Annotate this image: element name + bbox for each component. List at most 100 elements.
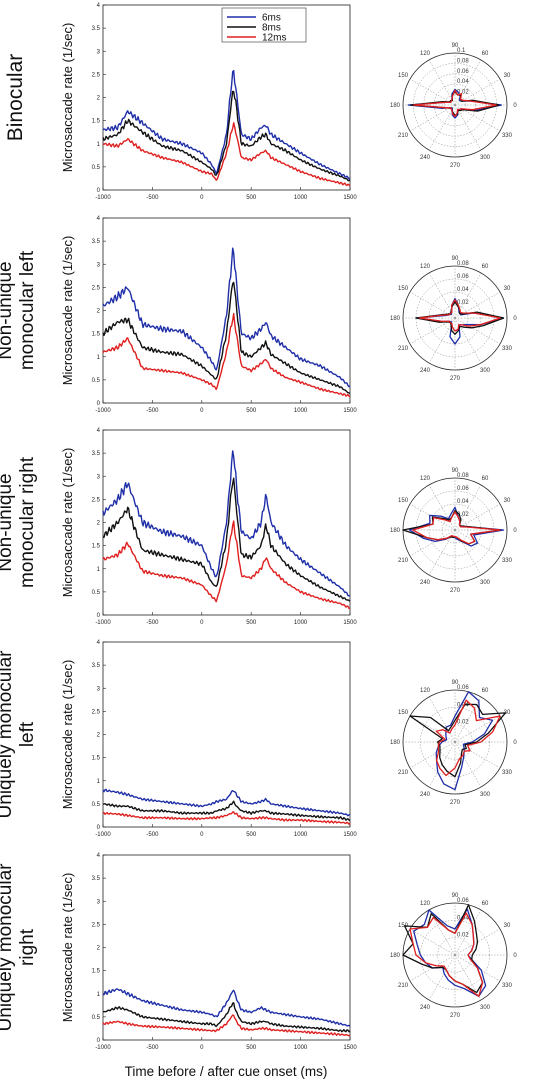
polar-angle-label: 30 bbox=[504, 923, 511, 929]
series-line-12ms bbox=[102, 312, 351, 398]
polar-angle-label: 90 bbox=[452, 893, 459, 899]
x-tick-label: 1500 bbox=[343, 408, 357, 414]
polar-spoke bbox=[428, 741, 456, 788]
polar-angle-label: 210 bbox=[398, 770, 409, 776]
polar-spoke bbox=[454, 317, 482, 364]
polar-angle-label: 0 bbox=[513, 528, 517, 534]
polar-angle-label: 300 bbox=[480, 792, 491, 798]
y-tick-label: 1.5 bbox=[92, 332, 101, 338]
y-tick-label: 2.5 bbox=[92, 922, 101, 928]
x-tick-label: 1500 bbox=[343, 1045, 357, 1051]
polar-angle-label: 120 bbox=[420, 688, 431, 694]
polar-angle-label: 30 bbox=[504, 498, 511, 504]
polar-angle-label: 330 bbox=[502, 558, 513, 564]
polar-spoke bbox=[409, 741, 456, 769]
polar-angle-label: 270 bbox=[450, 1013, 461, 1019]
polar-spoke bbox=[454, 909, 482, 956]
polar-angle-label: 150 bbox=[398, 73, 409, 79]
polar-angle-label: 240 bbox=[420, 1005, 431, 1011]
x-tick-label: -500 bbox=[146, 832, 159, 838]
polar-spoke bbox=[454, 529, 482, 576]
polar-angle-label: 90 bbox=[452, 680, 459, 686]
row-label: right bbox=[17, 928, 38, 966]
y-tick-label: 0 bbox=[97, 1038, 101, 1044]
panel-2: Non-unique monocular left Microsaccade rat… bbox=[0, 216, 517, 414]
polar-plot: 0.020.040.060306090120150180210240270300… bbox=[390, 680, 517, 806]
polar-angle-label: 210 bbox=[398, 558, 409, 564]
polar-spoke bbox=[409, 317, 456, 345]
polar-r-tick: 0.02 bbox=[457, 90, 469, 96]
y-tick-label: 2 bbox=[97, 733, 101, 739]
polar-spoke bbox=[409, 715, 456, 743]
polar-series-12ms bbox=[418, 299, 501, 332]
x-tick-label: 0 bbox=[200, 620, 204, 626]
polar-spoke bbox=[454, 291, 501, 319]
y-tick-label: 3.5 bbox=[92, 663, 101, 669]
y-tick-label: 1 bbox=[97, 355, 101, 361]
y-tick-label: 1.5 bbox=[92, 756, 101, 762]
y-tick-label: 0 bbox=[97, 188, 101, 194]
polar-angle-label: 150 bbox=[398, 286, 409, 292]
y-tick-label: 4 bbox=[97, 428, 101, 434]
y-tick-label: 0.5 bbox=[92, 1015, 101, 1021]
x-tick-label: 500 bbox=[246, 620, 257, 626]
y-axis-label: Microsaccade rate (1/sec) bbox=[60, 236, 75, 386]
polar-spoke bbox=[428, 317, 456, 364]
polar-angle-label: 90 bbox=[452, 43, 459, 49]
polar-angle-label: 270 bbox=[450, 376, 461, 382]
y-tick-label: 3 bbox=[97, 686, 101, 692]
polar-r-tick: 0.08 bbox=[457, 261, 469, 267]
y-tick-label: 0.5 bbox=[92, 590, 101, 596]
polar-angle-label: 30 bbox=[504, 286, 511, 292]
polar-spoke bbox=[454, 272, 482, 319]
series-line-12ms bbox=[102, 811, 351, 825]
polar-angle-label: 150 bbox=[398, 710, 409, 716]
x-tick-label: 1000 bbox=[294, 832, 308, 838]
y-tick-label: 2.5 bbox=[92, 285, 101, 291]
polar-r-tick: 0.06 bbox=[457, 486, 469, 492]
polar-angle-label: 60 bbox=[482, 264, 489, 270]
y-tick-label: 3.5 bbox=[92, 26, 101, 32]
x-tick-label: -500 bbox=[146, 195, 159, 201]
polar-spoke bbox=[454, 503, 501, 531]
polar-plot: 0.02 0.04 0.06 0.08 0 30 60 90 120 150 180 210 240 27… bbox=[390, 468, 517, 594]
polar-spoke bbox=[454, 104, 482, 151]
y-tick-label: 1 bbox=[97, 142, 101, 148]
x-tick-label: 1000 bbox=[294, 620, 308, 626]
x-tick-label: 500 bbox=[246, 1045, 257, 1051]
y-tick-label: 4 bbox=[97, 3, 101, 9]
y-tick-label: 1.5 bbox=[92, 969, 101, 975]
polar-spoke bbox=[454, 928, 501, 956]
x-tick-label: -500 bbox=[146, 1045, 159, 1051]
x-tick-label: 0 bbox=[200, 408, 204, 414]
row-label: monocular right bbox=[17, 456, 38, 588]
y-tick-label: 3 bbox=[97, 474, 101, 480]
polar-spoke bbox=[428, 954, 456, 1001]
polar-r-tick: 0.02 bbox=[457, 300, 469, 306]
x-tick-label: -1000 bbox=[95, 620, 111, 626]
y-tick-label: 3.5 bbox=[92, 239, 101, 245]
polar-spoke bbox=[428, 59, 456, 106]
polar-spoke bbox=[409, 928, 456, 956]
panel-4: Uniquely monocular left Microsaccade rate … bbox=[0, 640, 517, 838]
polar-angle-label: 150 bbox=[398, 498, 409, 504]
polar-r-tick: 0.02 bbox=[457, 720, 469, 726]
polar-angle-label: 300 bbox=[480, 580, 491, 586]
y-axis-label: Microsaccade rate (1/sec) bbox=[60, 660, 75, 810]
panel-5: Uniquely monocular right Microsaccade rate… bbox=[0, 853, 517, 1051]
series-line-6ms bbox=[102, 247, 351, 388]
polar-r-tick: 0.04 bbox=[457, 499, 469, 505]
polar-ring bbox=[428, 503, 482, 557]
y-tick-label: 3 bbox=[97, 899, 101, 905]
polar-plot: 0.020.040.060306090120150180210240270300… bbox=[390, 893, 517, 1019]
x-tick-label: -1000 bbox=[95, 1045, 111, 1051]
x-tick-label: 0 bbox=[200, 832, 204, 838]
series-line-8ms bbox=[102, 281, 351, 394]
y-tick-label: 1 bbox=[97, 567, 101, 573]
y-tick-label: 0 bbox=[97, 401, 101, 407]
polar-angle-label: 90 bbox=[452, 468, 459, 474]
row-label: Binocular bbox=[4, 54, 27, 142]
x-tick-label: 1000 bbox=[294, 408, 308, 414]
polar-r-tick: 0.04 bbox=[457, 287, 469, 293]
